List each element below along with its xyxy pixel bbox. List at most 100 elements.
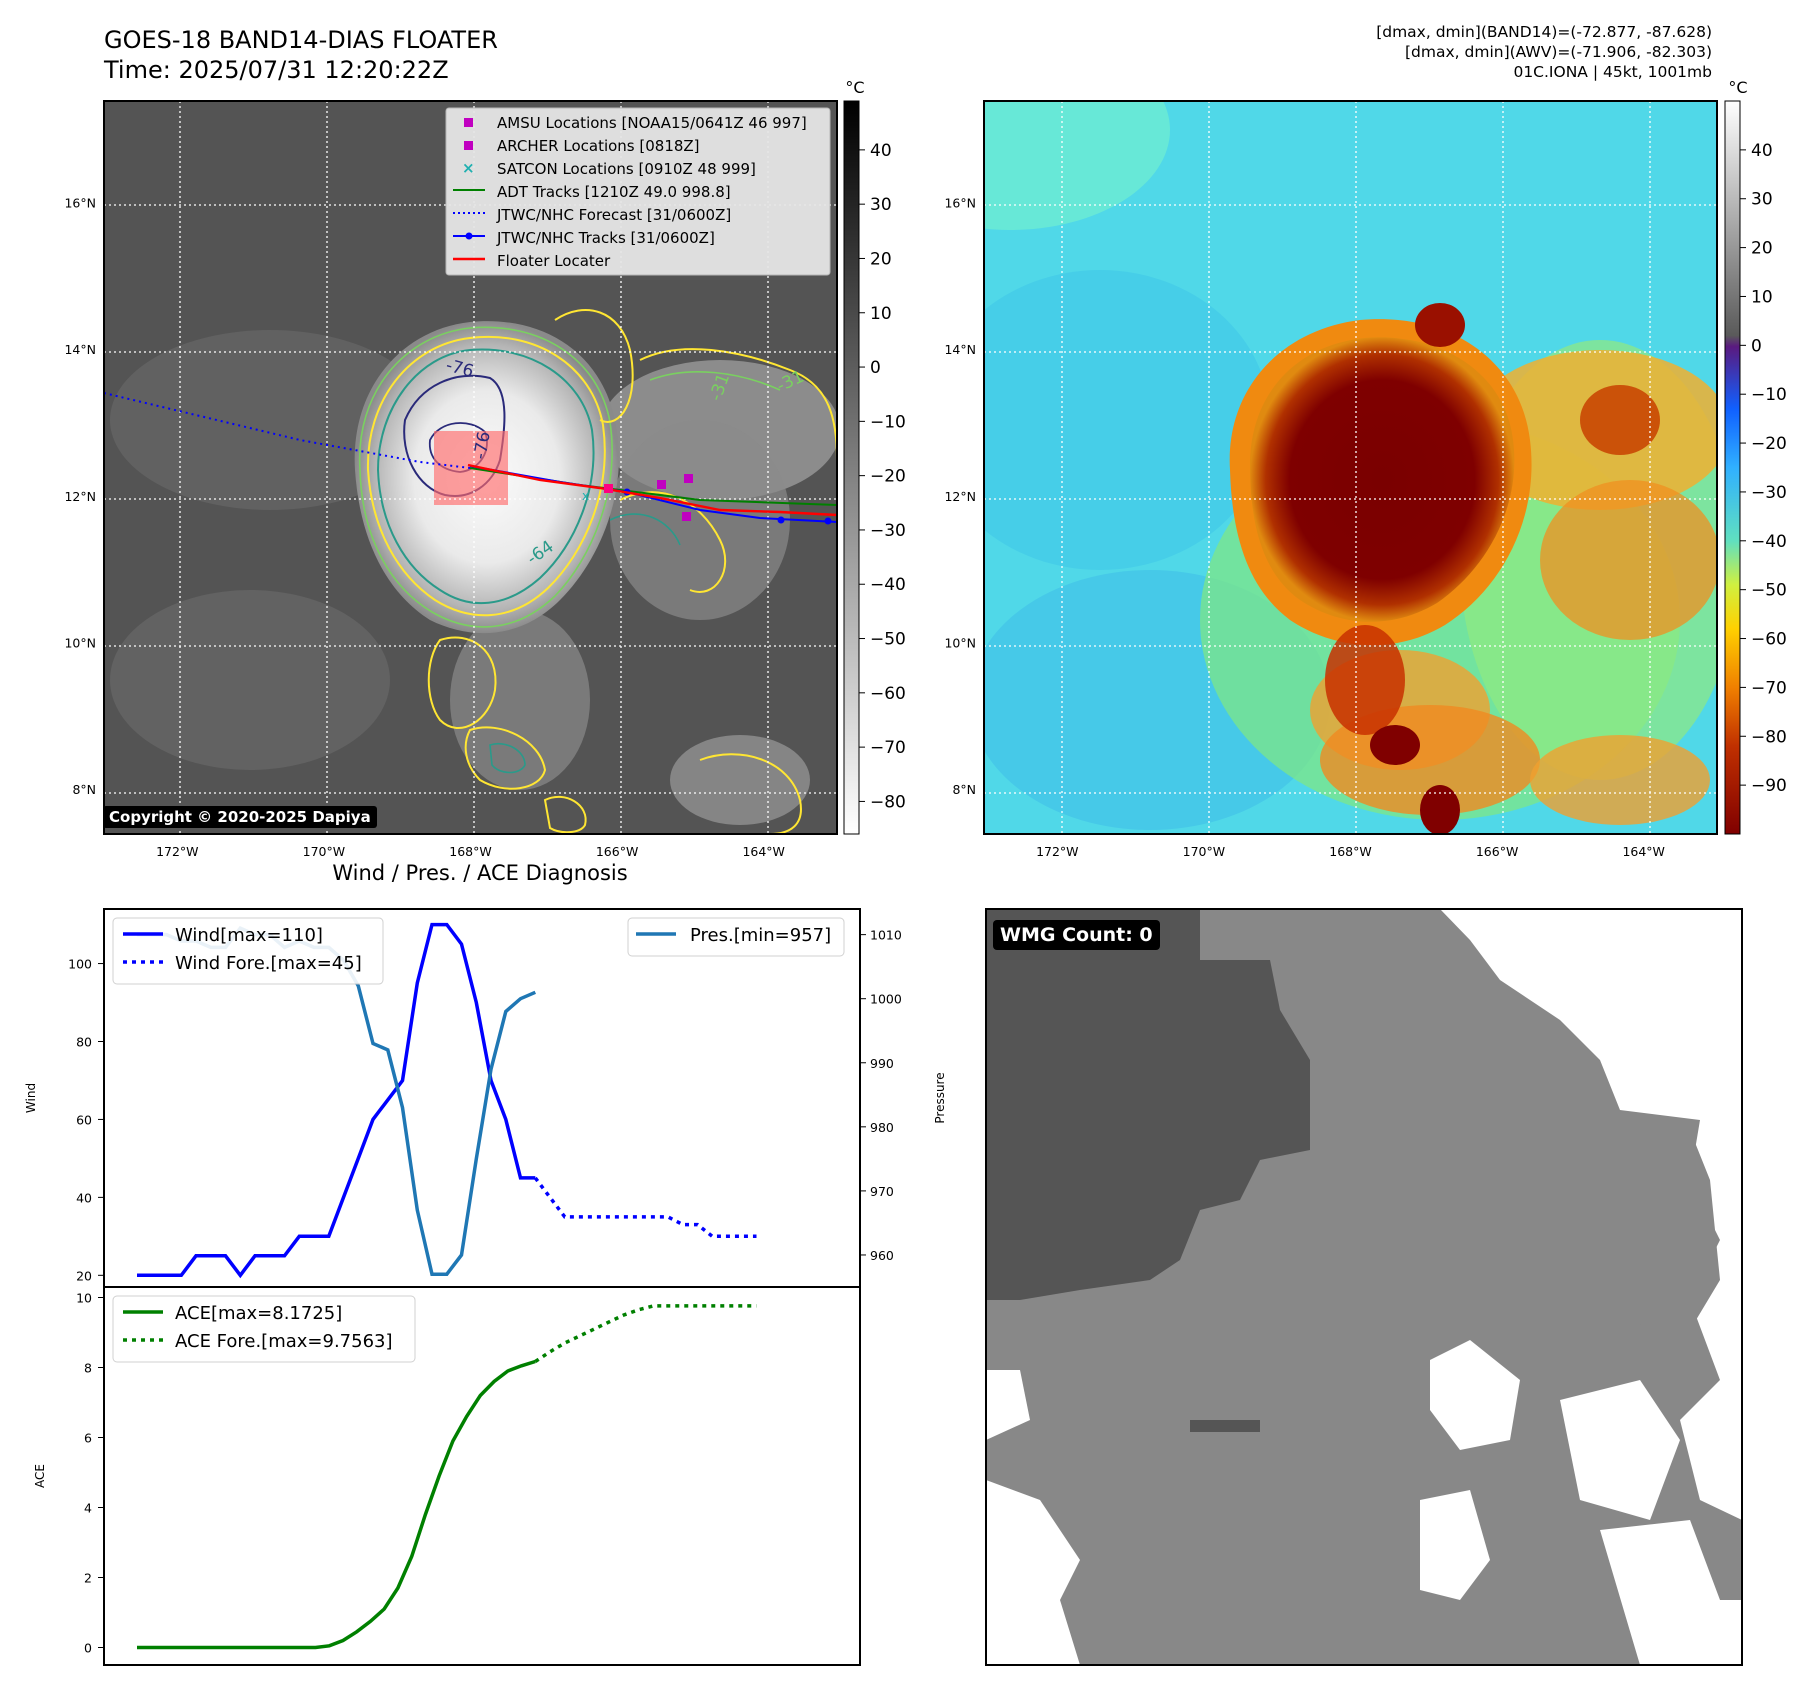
colorbar-tick-label: 20	[870, 249, 892, 269]
ace-axis-label: ACE	[33, 1464, 47, 1488]
colorbar-tick-label: −50	[1751, 581, 1787, 601]
lon-tick-label: 172°W	[156, 844, 198, 859]
wind-tick-label: 100	[68, 957, 92, 972]
legend-label-tracks: JTWC/NHC Tracks [31/0600Z]	[496, 229, 715, 247]
lat-tick-label: 16°N	[64, 196, 96, 211]
lon-tick-label: 168°W	[1329, 844, 1371, 859]
lon-tick-label: 164°W	[742, 844, 784, 859]
legend-label-archer: ARCHER Locations [0818Z]	[497, 137, 700, 155]
lon-tick-label: 170°W	[1183, 844, 1225, 859]
lat-tick-label: 12°N	[64, 489, 96, 504]
figure-info: [dmax, dmin](BAND14)=(-72.877, -87.628) …	[1376, 22, 1712, 82]
copyright-badge: Copyright © 2020-2025 Dapiya	[103, 806, 377, 828]
colorbar-tick-label: −40	[870, 575, 906, 595]
jtwc-track	[469, 465, 837, 523]
amsu-marker	[657, 480, 666, 489]
figure-time: Time: 2025/07/31 12:20:22Z	[104, 56, 449, 84]
color-colorbar: °C 40 30 20 10 0 −10 −20 −30 −40 −50 −60 −70 −80 −90	[1724, 78, 1787, 835]
ace-series	[137, 1359, 536, 1650]
colorbar-tick-label: −40	[1751, 532, 1787, 552]
ace-legend: ACE[max=8.1725] ACE Fore.[max=9.7563]	[112, 1295, 416, 1363]
wmg-white-region	[1440, 909, 1742, 1520]
pressure-tick-label: 980	[870, 1120, 894, 1135]
colorbar-tick-label: −70	[1751, 678, 1787, 698]
lat-tick-label: 14°N	[64, 342, 96, 357]
colorbar-tick-label: 40	[1751, 141, 1773, 161]
legend-label-satcon: SATCON Locations [0910Z 48 999]	[497, 160, 756, 178]
pressure-axis-label: Pressure	[933, 1072, 947, 1123]
colorbar-tick-label: 30	[870, 195, 892, 215]
info-awv-range: [dmax, dmin](AWV)=(-71.906, -82.303)	[1405, 43, 1712, 61]
lon-tick-label: 166°W	[596, 844, 638, 859]
lon-tick-label: 166°W	[1476, 844, 1518, 859]
lon-tick-label: 164°W	[1622, 844, 1664, 859]
wind-tick-label: 60	[76, 1112, 92, 1127]
pressure-legend-label: Pres.[min=957]	[690, 925, 831, 946]
colorbar-tick-label: −60	[1751, 630, 1787, 650]
lat-tick-label: 10°N	[64, 635, 96, 650]
colorbar-tick-label: −20	[870, 467, 906, 487]
color-colorbar-unit: °C	[1728, 78, 1747, 97]
colorbar-tick-label: −20	[1751, 434, 1787, 454]
lat-tick-label: 12°N	[944, 489, 976, 504]
wmg-count-badge: WMG Count: 0	[993, 920, 1160, 950]
ace-tick-label: 6	[84, 1431, 92, 1446]
legend-label-forecast: JTWC/NHC Forecast [31/0600Z]	[496, 206, 731, 224]
ace-legend-label: ACE[max=8.1725]	[175, 1303, 342, 1324]
lon-tick-label: 170°W	[303, 844, 345, 859]
ace-tick-label: 2	[84, 1571, 92, 1586]
wmg-frame	[985, 908, 1743, 1666]
diagnosis-panel: 20 40 60 80 100 960 970 980 990 1000 1010 0 2 4 6 8 10 W…	[24, 908, 947, 1666]
ace-tick-label: 8	[84, 1361, 92, 1376]
colorbar-tick-label: −10	[870, 412, 906, 432]
wmg-dark-region	[986, 909, 1310, 1300]
colorbar-tick-label: −90	[1751, 776, 1787, 796]
colorbar-tick-label: 0	[1751, 336, 1762, 356]
lon-tick-label: 172°W	[1036, 844, 1078, 859]
wind-forecast-series	[533, 1176, 757, 1239]
wind-forecast-legend-label: Wind Fore.[max=45]	[175, 953, 362, 974]
colorbar-tick-label: 10	[1751, 287, 1773, 307]
colorbar-tick-label: 0	[870, 358, 881, 378]
pressure-tick-label: 960	[870, 1248, 894, 1263]
wind-tick-label: 80	[76, 1034, 92, 1049]
satcon-marker: x	[582, 489, 589, 503]
legend-label-floater: Floater Locater	[497, 252, 611, 270]
pressure-tick-label: 970	[870, 1184, 894, 1199]
lat-tick-label: 16°N	[944, 196, 976, 211]
colorbar-tick-label: −10	[1751, 385, 1787, 405]
ir-map-frame	[103, 100, 838, 835]
wind-series	[137, 922, 536, 1279]
legend-symbol-amsu	[464, 118, 473, 127]
jtwc-forecast-track	[104, 392, 471, 469]
info-storm-id: 01C.IONA | 45kt, 1001mb	[1513, 63, 1712, 81]
archer-marker	[684, 474, 693, 483]
lat-tick-label: 10°N	[944, 635, 976, 650]
lat-tick-label: 8°N	[952, 782, 976, 797]
wmg-panel	[985, 908, 1743, 1666]
ace-tick-label: 10	[76, 1291, 92, 1306]
gray-colorbar-unit: °C	[845, 78, 864, 97]
lon-tick-label: 168°W	[449, 844, 491, 859]
colorbar-tick-label: −50	[870, 630, 906, 650]
lat-tick-label: 8°N	[72, 782, 96, 797]
legend-label-amsu: AMSU Locations [NOAA15/0641Z 46 997]	[497, 114, 807, 132]
colorbar-tick-label: −60	[870, 684, 906, 704]
colorbar-tick-label: 20	[1751, 239, 1773, 259]
floater-track	[467, 463, 837, 517]
pressure-tick-label: 1010	[870, 928, 902, 943]
pressure-tick-label: 990	[870, 1056, 894, 1071]
colorbar-tick-label: −30	[1751, 483, 1787, 503]
ace-tick-label: 0	[84, 1641, 92, 1656]
awv-map-panel	[983, 100, 1718, 835]
pressure-legend: Pres.[min=957]	[627, 917, 845, 957]
ace-forecast-legend-label: ACE Fore.[max=9.7563]	[175, 1331, 393, 1352]
legend-symbol-archer	[464, 141, 473, 150]
legend-symbol-satcon: ×	[462, 159, 475, 177]
awv-cold-core	[1250, 337, 1515, 622]
colorbar-tick-label: −80	[1751, 727, 1787, 747]
ir-map-tracks: x	[104, 392, 837, 525]
colorbar-tick-label: −70	[870, 738, 906, 758]
pressure-tick-label: 1000	[870, 992, 902, 1007]
